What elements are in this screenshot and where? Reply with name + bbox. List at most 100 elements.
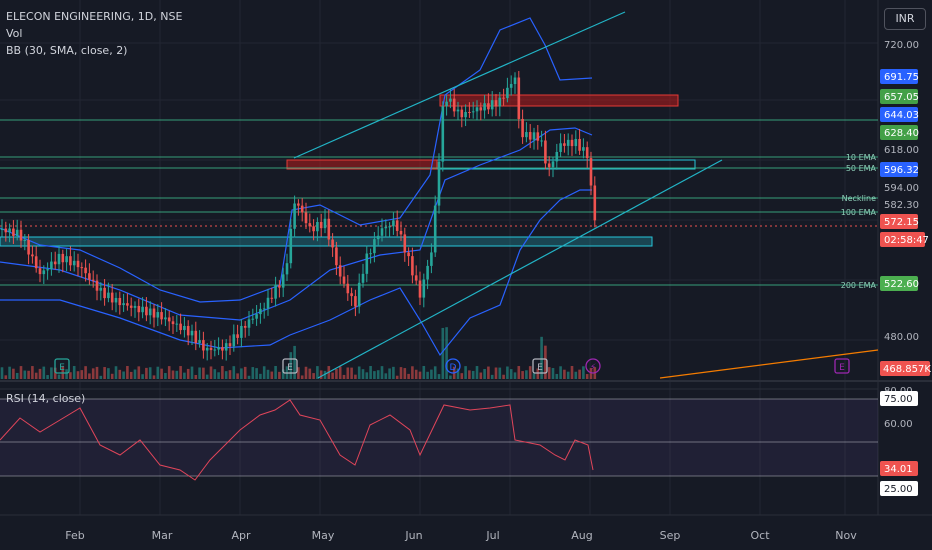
volume-bar	[563, 369, 566, 379]
volume-bar	[354, 374, 357, 379]
candle-body	[46, 269, 49, 271]
candle-body	[259, 308, 262, 315]
volume-bar	[365, 372, 369, 379]
volume-bar	[213, 369, 217, 379]
price-tag-582.30: 582.30	[884, 200, 919, 211]
price-tag-bg	[880, 107, 918, 122]
event-marker-dividend[interactable]: D	[445, 358, 461, 374]
candle-body	[57, 253, 61, 265]
volume-bar	[255, 368, 258, 379]
candle-body	[194, 330, 198, 343]
candle-body	[4, 228, 8, 233]
volume-bar	[574, 371, 578, 379]
volume-bar	[145, 367, 148, 379]
volume-bar	[582, 366, 585, 379]
candle-body	[475, 107, 479, 112]
volume-bar	[205, 374, 209, 379]
rsi-current-bg	[880, 461, 918, 476]
candle-body	[316, 221, 319, 232]
time-tick-feb: Feb	[65, 529, 84, 542]
volume-bar	[281, 369, 285, 379]
candle-body	[471, 111, 475, 113]
volume-bar	[80, 370, 84, 379]
time-axis: Feb Mar Apr May Jun Jul Aug Sep Oct Nov	[65, 529, 857, 542]
candle-body	[110, 292, 114, 303]
rsi-line	[0, 399, 594, 481]
event-marker-split[interactable]: ⚡	[585, 358, 601, 374]
candle-body	[517, 77, 521, 119]
volume-legend[interactable]: Vol	[6, 27, 23, 40]
event-markers: E E D E ⚡ E	[54, 358, 850, 374]
volume-bar	[570, 366, 574, 379]
volume-bar	[167, 366, 171, 379]
volume-bar	[342, 374, 346, 379]
volume-bar	[23, 370, 27, 379]
volume-bar	[304, 366, 308, 379]
volume-bar	[540, 336, 543, 379]
bb-legend[interactable]: BB (30, SMA, close, 2)	[6, 44, 128, 57]
volume-bar	[468, 370, 471, 379]
candle-body	[357, 282, 361, 307]
candle-body	[555, 151, 559, 162]
candle-body	[133, 305, 137, 308]
candle-body	[418, 280, 422, 298]
volume-bar	[532, 373, 536, 379]
candle-body	[578, 138, 581, 151]
volume-bar	[414, 369, 418, 379]
volume-bar	[236, 373, 239, 379]
volume-bar	[217, 372, 220, 379]
volume-bar	[34, 372, 38, 379]
volume-bar	[555, 373, 559, 379]
event-marker-earnings[interactable]: E	[282, 358, 298, 374]
volume-bar	[441, 327, 445, 379]
candle-body	[205, 347, 209, 351]
candle-body	[183, 325, 186, 331]
candle-body	[464, 111, 467, 118]
volume-bar	[585, 374, 589, 379]
volume-bar	[464, 366, 467, 379]
volume-bar	[487, 366, 490, 379]
candle-body	[563, 143, 566, 146]
time-tick-jun: Jun	[404, 529, 422, 542]
currency-button[interactable]: INR	[884, 8, 926, 30]
volume-bar	[171, 370, 175, 379]
volume-bar	[509, 369, 513, 379]
volume-bar	[84, 366, 87, 379]
volume-bar	[118, 369, 122, 379]
candle-body	[525, 132, 528, 138]
symbol-title[interactable]: ELECON ENGINEERING, 1D, NSE	[6, 10, 183, 23]
candle-body	[167, 317, 171, 322]
trend-channel	[293, 11, 879, 379]
volume-bar	[186, 368, 190, 379]
candle-body	[392, 220, 395, 227]
candle-body	[528, 132, 532, 140]
candle-body	[338, 265, 342, 277]
volume-bar	[27, 370, 30, 379]
volume-bar	[76, 371, 80, 379]
event-marker-earnings[interactable]: E	[532, 358, 548, 374]
candle-body	[289, 228, 293, 264]
volume-bar	[103, 367, 106, 379]
volume-bar	[114, 366, 118, 379]
volume-bar	[399, 367, 403, 379]
volume-bar	[449, 375, 452, 379]
bb-upper-band	[0, 17, 593, 303]
price-tick-720: 720.00	[884, 40, 919, 51]
candle-body	[380, 228, 384, 236]
price-tag-bg	[880, 276, 918, 291]
candle-body	[388, 226, 391, 228]
candle-body	[304, 212, 308, 224]
candle-body	[293, 203, 296, 229]
event-marker-earnings-future[interactable]: E	[834, 358, 850, 374]
volume-bar	[126, 366, 129, 379]
volume-bar	[308, 368, 312, 379]
volume-bar	[483, 369, 486, 379]
volume-bar	[430, 369, 433, 379]
price-tag-657.05: 657.05	[884, 92, 919, 103]
volume-bar	[479, 372, 483, 379]
candle-body	[411, 256, 414, 276]
rsi-legend[interactable]: RSI (14, close)	[6, 392, 86, 405]
candle-body	[456, 109, 460, 112]
event-marker-earnings[interactable]: E	[54, 358, 70, 374]
